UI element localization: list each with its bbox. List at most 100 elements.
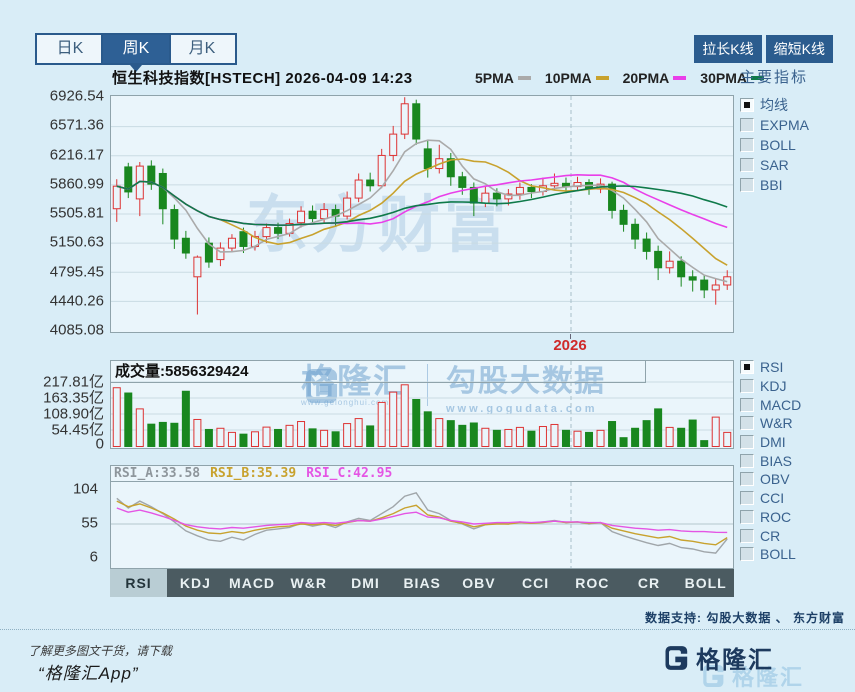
kline-scale-buttons: 拉长K线 缩短K线: [694, 35, 833, 63]
sub-indicator-kdj[interactable]: KDJ: [740, 377, 801, 396]
y-axis-tick: 54.45亿: [51, 421, 104, 439]
indicator-tab-cr[interactable]: CR: [637, 575, 661, 591]
data-support-note: 数据支持: 勾股大数据 、 东方财富: [645, 611, 845, 625]
indicator-tab-kdj[interactable]: KDJ: [179, 575, 211, 591]
checkbox-icon[interactable]: [740, 509, 754, 524]
checkbox-icon[interactable]: [740, 547, 754, 562]
rsi-panel: RSI_A:33.58 RSI_B:35.39 RSI_C:42.95: [110, 465, 734, 569]
checkbox-icon[interactable]: [740, 178, 754, 192]
sub-indicator-obv[interactable]: OBV: [740, 470, 801, 489]
y-axis-tick: 4085.08: [49, 321, 104, 339]
checkbox-icon[interactable]: [740, 379, 754, 394]
checkbox-icon[interactable]: [740, 118, 754, 132]
stretch-kline-button[interactable]: 拉长K线: [694, 35, 762, 63]
sidebar-title: 主要指标: [740, 69, 809, 86]
indicator-label: BIAS: [760, 452, 792, 469]
volume-label: 成交量:5856329424: [111, 361, 646, 383]
checkbox-icon[interactable]: [740, 491, 754, 506]
main-indicator-expma[interactable]: EXPMA: [740, 115, 809, 135]
indicator-label: BOLL: [760, 546, 796, 563]
indicator-label: EXPMA: [760, 117, 810, 133]
main-indicator-boll[interactable]: BOLL: [740, 135, 809, 155]
indicator-tab-cci[interactable]: CCI: [522, 575, 550, 591]
promo-app-name: “格隆汇App”: [38, 664, 139, 683]
y-axis-tick: 4440.26: [49, 292, 104, 310]
kline-chart: [111, 96, 733, 332]
checkbox-icon[interactable]: [740, 416, 754, 431]
indicator-tab-bias[interactable]: BIAS: [403, 575, 441, 591]
checkbox-icon[interactable]: [740, 435, 754, 450]
sub-indicator-sidebar: RSI KDJ MACD W&R DMI BIAS OBV CCI ROC CR BOLL: [740, 358, 801, 564]
main-indicator-bbi[interactable]: BBI: [740, 175, 809, 195]
indicator-label: CR: [760, 527, 781, 544]
x-axis-tick: [570, 334, 571, 339]
ma-legend: 5PMA 10PMA 20PMA 30PMA: [475, 70, 764, 86]
checkbox-icon[interactable]: [740, 138, 754, 152]
y-axis-tick: 6926.54: [49, 87, 104, 105]
ma-color-swatch: [750, 76, 764, 80]
y-axis-tick: 5860.99: [49, 175, 104, 193]
ma-legend-item: 5PMA: [475, 70, 531, 86]
checkbox-icon[interactable]: [740, 397, 754, 412]
brand-name: 格隆汇: [732, 665, 805, 690]
indicator-tab-wr[interactable]: W&R: [290, 575, 327, 591]
sub-indicator-macd[interactable]: MACD: [740, 395, 801, 414]
indicator-tab-macd[interactable]: MACD: [229, 575, 276, 591]
rsi-chart: [111, 482, 733, 568]
tab-week-k[interactable]: 周K: [101, 33, 171, 72]
checkbox-icon[interactable]: [740, 453, 754, 468]
checkbox-icon[interactable]: [740, 360, 754, 375]
sub-indicator-roc[interactable]: ROC: [740, 508, 801, 527]
indicator-label: KDJ: [760, 378, 787, 395]
sub-indicator-wr[interactable]: W&R: [740, 414, 801, 433]
main-indicator-均线[interactable]: 均线: [740, 95, 809, 115]
sub-indicator-cci[interactable]: CCI: [740, 489, 801, 508]
indicator-tab-boll[interactable]: BOLL: [684, 575, 727, 591]
checkbox-icon[interactable]: [740, 472, 754, 487]
indicator-label: MACD: [760, 396, 802, 413]
kline-period-tabs: 日K 周K 月K: [35, 33, 237, 72]
gelonghui-logo-icon: [665, 645, 688, 670]
brand-logo-echo: 格隆汇: [700, 660, 804, 692]
ma-color-swatch: [673, 76, 687, 80]
indicator-tab-roc[interactable]: ROC: [575, 575, 610, 591]
y-axis-tick: 0: [95, 435, 104, 453]
y-axis-tick: 163.35亿: [43, 389, 104, 407]
indicator-tab-rsi[interactable]: RSI: [110, 569, 167, 597]
ma-legend-item: 20PMA: [623, 70, 687, 86]
y-axis-tick: 104: [72, 480, 98, 498]
main-indicator-sidebar: 主要指标 均线 EXPMA BOLL SAR BBI: [740, 66, 809, 195]
ma-color-swatch: [517, 76, 531, 80]
kline-panel: 东方财富: [110, 95, 734, 333]
tab-month-k[interactable]: 月K: [188, 40, 216, 57]
indicator-tab-obv[interactable]: OBV: [462, 575, 496, 591]
y-axis-tick: 6216.17: [49, 146, 104, 163]
checkbox-icon[interactable]: [740, 98, 754, 112]
indicator-label: ROC: [760, 508, 792, 525]
y-axis-tick: 217.81亿: [43, 373, 104, 391]
checkbox-icon[interactable]: [740, 158, 754, 172]
sub-indicator-cr[interactable]: CR: [740, 526, 801, 545]
main-indicator-sar[interactable]: SAR: [740, 155, 809, 175]
ma-legend-item: 30PMA: [700, 70, 764, 86]
indicator-tab-bar: RSI KDJ MACD W&R DMI BIAS OBV CCI ROC CR BOLL: [110, 569, 734, 597]
indicator-label: BBI: [760, 177, 783, 193]
indicator-label: CCI: [760, 490, 785, 507]
shrink-kline-button[interactable]: 缩短K线: [765, 35, 833, 63]
sub-indicator-rsi[interactable]: RSI: [740, 358, 801, 377]
sub-indicator-dmi[interactable]: DMI: [740, 433, 801, 452]
ma-legend-item: 10PMA: [545, 70, 609, 86]
indicator-label: RSI: [760, 359, 784, 376]
promo-text: 了解更多图文干货，请下载: [28, 644, 173, 658]
checkbox-icon[interactable]: [740, 528, 754, 543]
y-axis-tick: 108.90亿: [43, 405, 104, 423]
brand-logo: 格隆汇: [662, 640, 774, 675]
chart-title: 恒生科技指数[HSTECH] 2026-04-09 14:23: [112, 70, 413, 87]
sub-indicator-boll[interactable]: BOLL: [740, 545, 801, 564]
indicator-tab-dmi[interactable]: DMI: [351, 575, 380, 591]
indicator-label: W&R: [760, 415, 793, 432]
rsi-value-labels: RSI_A:33.58 RSI_B:35.39 RSI_C:42.95: [111, 466, 733, 482]
y-axis-tick: 6: [89, 548, 98, 566]
sub-indicator-bias[interactable]: BIAS: [740, 451, 801, 470]
tab-day-k[interactable]: 日K: [56, 40, 84, 57]
